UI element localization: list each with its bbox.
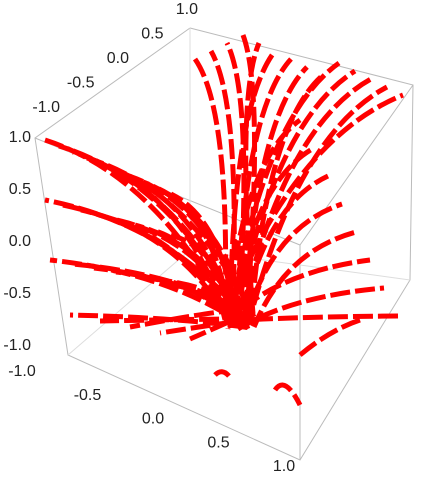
stream-line [223, 92, 404, 314]
stream-lines [44, 34, 404, 407]
y-tick-label: -1.0 [32, 99, 60, 116]
y-tick-label: 0.5 [141, 26, 163, 43]
stream-line [232, 68, 357, 321]
y-tick-label: 1.0 [176, 1, 198, 18]
stream-line [251, 229, 357, 328]
stream-line [237, 173, 330, 326]
stream-line [230, 145, 316, 315]
stream-line [244, 201, 343, 317]
stream-line [229, 257, 371, 320]
stream-line [159, 277, 247, 319]
stream-line [236, 285, 385, 332]
z-tick-label: -1.0 [3, 337, 31, 354]
stream-line [227, 49, 277, 326]
stream-line [234, 57, 293, 317]
y-tick-label: 0.0 [107, 50, 129, 67]
stream-line [129, 307, 236, 330]
y-tick-label: -0.5 [67, 75, 95, 92]
stream-line [213, 369, 231, 378]
x-tick-label: 0.0 [142, 411, 164, 428]
z-tick-label: -0.5 [3, 285, 31, 302]
x-tick-label: 0.5 [207, 434, 229, 451]
stream-line [116, 217, 244, 320]
stream-line [246, 84, 389, 323]
x-tick-label: 1.0 [273, 458, 295, 475]
x-tick-label: -0.5 [74, 387, 102, 404]
stream-line [223, 117, 302, 324]
stream-line [244, 313, 399, 323]
z-tick-label: 1.0 [9, 129, 31, 146]
z-tick-label: 0.5 [9, 181, 31, 198]
stream-line [159, 318, 243, 336]
stream-line [298, 317, 361, 357]
z-tick-label: 0.0 [9, 233, 31, 250]
x-tick-label: -1.0 [8, 363, 36, 380]
stream-line [272, 382, 303, 407]
stream-line [137, 273, 240, 328]
stream-line [225, 60, 341, 330]
box-edge [299, 84, 414, 246]
